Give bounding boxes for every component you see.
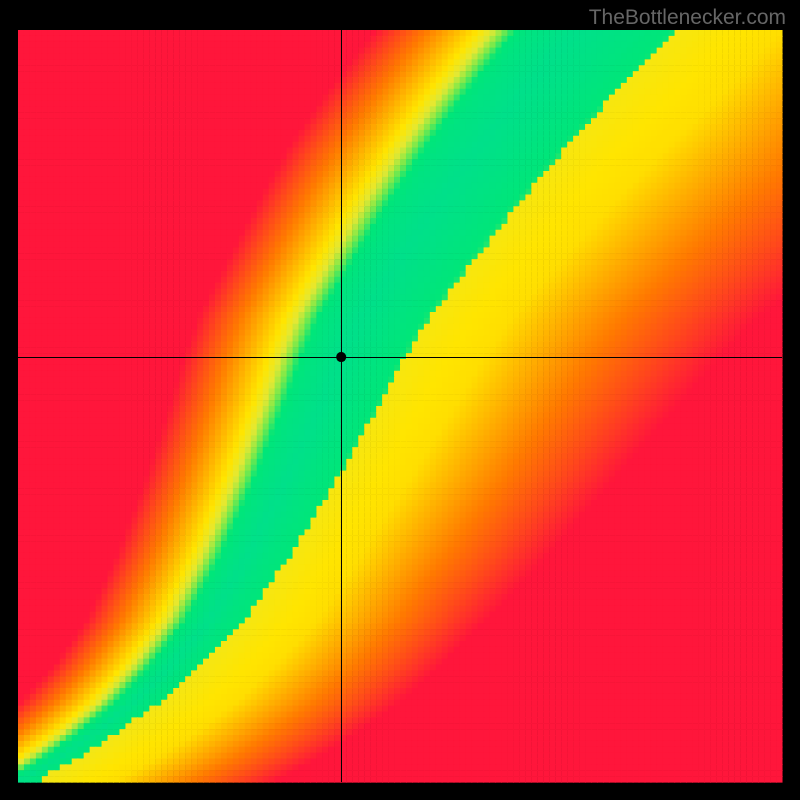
chart-root: TheBottlenecker.com xyxy=(0,0,800,800)
bottleneck-heatmap xyxy=(0,0,800,800)
watermark-text: TheBottlenecker.com xyxy=(589,6,786,30)
